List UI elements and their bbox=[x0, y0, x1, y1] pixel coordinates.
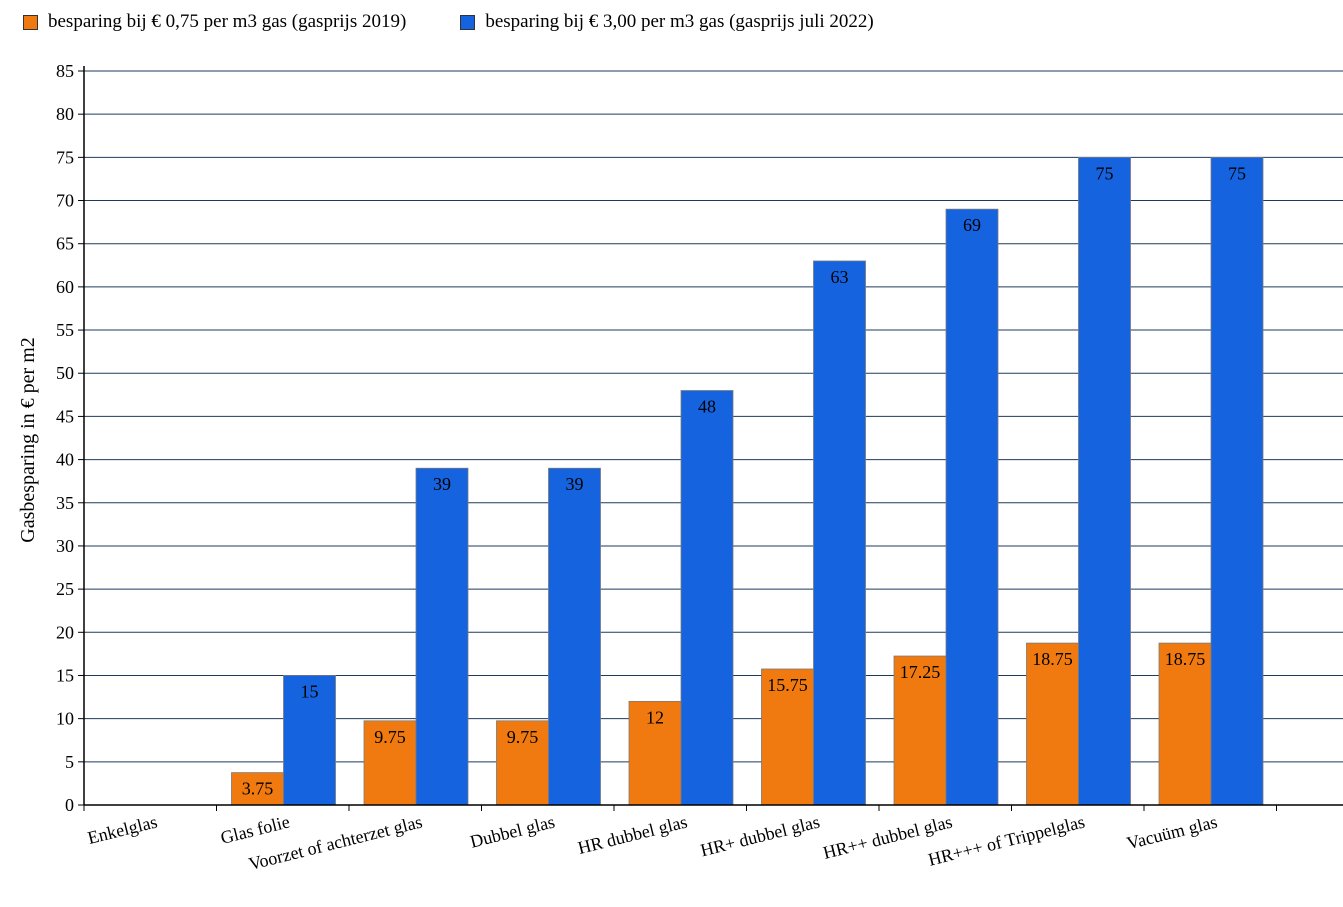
legend-item-2022: besparing bij € 3,00 per m3 gas (gasprij… bbox=[460, 11, 874, 33]
data-label: 48 bbox=[698, 397, 716, 417]
y-tick-label: 20 bbox=[56, 622, 74, 642]
category-label: Dubbel glas bbox=[468, 811, 557, 851]
bar-2019 bbox=[1026, 642, 1079, 806]
y-tick-label: 55 bbox=[56, 320, 74, 340]
y-tick-label: 60 bbox=[56, 277, 74, 297]
legend-label-2019: besparing bij € 0,75 per m3 gas (gasprij… bbox=[48, 11, 407, 32]
bar-2019 bbox=[628, 700, 682, 806]
data-label: 63 bbox=[831, 267, 849, 287]
bar-2022 bbox=[813, 260, 866, 806]
y-tick-label: 15 bbox=[56, 665, 74, 685]
bar-2022 bbox=[1078, 156, 1131, 806]
data-label: 3.75 bbox=[242, 779, 274, 799]
y-tick-label: 65 bbox=[56, 234, 74, 254]
legend-label-2022: besparing bij € 3,00 per m3 gas (gasprij… bbox=[485, 11, 874, 32]
category-label: HR dubbel glas bbox=[576, 811, 690, 858]
bar-2022 bbox=[283, 675, 336, 806]
data-label: 39 bbox=[433, 474, 451, 494]
legend-swatch-2022 bbox=[460, 14, 476, 30]
data-label: 75 bbox=[1096, 163, 1114, 183]
data-label: 18.75 bbox=[1165, 649, 1206, 669]
data-label: 18.75 bbox=[1032, 649, 1073, 669]
category-label: Glas folie bbox=[218, 811, 291, 847]
y-tick-label: 70 bbox=[56, 191, 74, 211]
y-tick-label: 35 bbox=[56, 493, 74, 513]
axes bbox=[78, 66, 1343, 811]
data-label: 39 bbox=[566, 474, 584, 494]
bar-2022 bbox=[680, 390, 734, 806]
bar-2022 bbox=[415, 467, 469, 806]
legend-swatch-2019 bbox=[23, 14, 38, 30]
y-tick-label: 50 bbox=[56, 363, 74, 383]
data-label: 9.75 bbox=[507, 727, 539, 747]
category-label: HR+ dubbel glas bbox=[698, 811, 821, 860]
bar-2022 bbox=[1210, 156, 1264, 806]
y-tick-label: 75 bbox=[56, 147, 74, 167]
bar-2019 bbox=[761, 668, 814, 806]
y-tick-label: 85 bbox=[56, 61, 74, 81]
data-label: 9.75 bbox=[374, 727, 406, 747]
data-label: 12 bbox=[646, 707, 664, 727]
y-tick-label: 80 bbox=[56, 104, 74, 124]
bars bbox=[231, 156, 1264, 806]
bar-2022 bbox=[945, 208, 999, 806]
bar-2019 bbox=[496, 720, 549, 806]
data-label: 17.25 bbox=[900, 662, 941, 682]
y-tick-label: 10 bbox=[56, 709, 74, 729]
data-label: 15 bbox=[301, 681, 319, 701]
category-label: Enkelglas bbox=[86, 811, 160, 848]
y-tick-label: 5 bbox=[65, 752, 74, 772]
y-tick-label: 25 bbox=[56, 579, 74, 599]
y-tick-label: 45 bbox=[56, 406, 74, 426]
y-axis-title: Gasbesparing in € per m2 bbox=[17, 337, 39, 543]
chart-legend: besparing bij € 0,75 per m3 gas (gasprij… bbox=[23, 9, 928, 35]
data-label: 69 bbox=[963, 215, 981, 235]
bar-2022 bbox=[548, 467, 601, 806]
bar-2019 bbox=[893, 655, 947, 806]
legend-item-2019: besparing bij € 0,75 per m3 gas (gasprij… bbox=[23, 11, 406, 33]
y-tick-label: 30 bbox=[56, 536, 74, 556]
data-label: 15.75 bbox=[767, 675, 808, 695]
y-tick-label: 40 bbox=[56, 450, 74, 470]
data-label: 75 bbox=[1228, 163, 1246, 183]
bar-2019 bbox=[363, 720, 417, 806]
y-tick-label: 0 bbox=[65, 795, 74, 815]
category-label: Vacuüm glas bbox=[1125, 811, 1220, 853]
